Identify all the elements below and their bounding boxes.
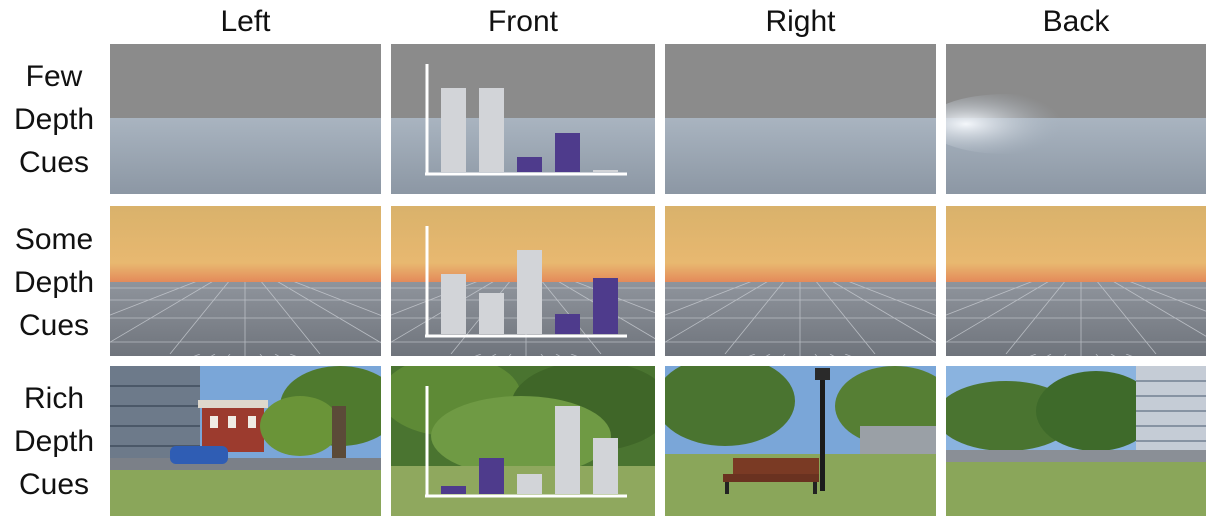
row-label-line: Some [14,223,94,256]
column-header-back: Back [1042,5,1110,38]
chart-bar [593,170,618,172]
office-building [1136,366,1206,451]
chart-bar [441,88,466,172]
chart-bar [593,278,618,334]
bench [733,458,819,474]
row-label-line: Depth [13,425,95,458]
grass [946,462,1206,516]
panel-some-back [946,206,1206,356]
road [110,458,381,472]
ground-grid [946,282,1206,356]
ground [391,118,655,194]
road [860,426,936,456]
panel-few-right [665,44,936,194]
chart-bar [441,486,466,494]
chart-bar [517,474,542,494]
row-header-rich: Rich Depth Cues [0,377,108,506]
lamp-post [820,371,825,491]
row-label-line: Depth [13,266,95,299]
row-label-line: Rich [23,382,84,415]
row-label-line: Few [25,60,83,93]
row-label-line: Cues [18,468,90,501]
hill [431,396,611,476]
chart-bar [555,314,580,334]
column-header-front: Front [487,5,559,38]
chart-bar [479,293,504,334]
sky [946,206,1206,282]
chart-bar [555,133,580,172]
panel-few-front [391,44,655,194]
car [170,446,228,464]
panel-few-back [946,44,1206,194]
chart-bar [479,458,504,494]
panel-some-right [665,206,936,356]
panel-few-left [110,44,381,194]
sky [665,44,936,118]
panel-rich-left [110,366,381,516]
ground-grid [665,282,936,356]
sky [665,206,936,282]
grass [110,470,381,516]
row-label-line: Cues [18,309,90,342]
ground-grid [110,282,381,356]
ground [110,118,381,194]
chart-bar [517,157,542,172]
panel-some-front [391,206,655,356]
ground [665,118,936,194]
chart-bar [517,250,542,334]
chart-bar [479,88,504,172]
panel-rich-back [946,366,1206,516]
chart-bar [593,438,618,494]
panel-some-left [110,206,381,356]
tree-trunk [332,406,346,466]
row-header-few: Few Depth Cues [0,55,108,184]
column-header-left: Left [220,5,271,38]
panel-rich-right [665,366,936,516]
chart-bar [441,274,466,334]
sky [110,44,381,118]
light-glare [946,94,1086,154]
road [946,450,1206,464]
sky [391,44,655,118]
row-label-line: Cues [18,146,90,179]
chart-bar [555,406,580,494]
sky [110,206,381,282]
row-header-some: Some Depth Cues [0,218,108,347]
panel-rich-front [391,366,655,516]
row-label-line: Depth [13,103,95,136]
column-header-right: Right [765,5,836,38]
